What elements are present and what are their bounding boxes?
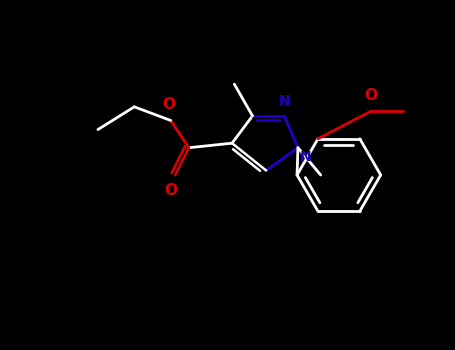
Text: N: N [300,150,312,164]
Text: O: O [364,88,377,103]
Text: O: O [162,97,175,112]
Text: O: O [164,183,177,198]
Text: N: N [278,94,290,108]
